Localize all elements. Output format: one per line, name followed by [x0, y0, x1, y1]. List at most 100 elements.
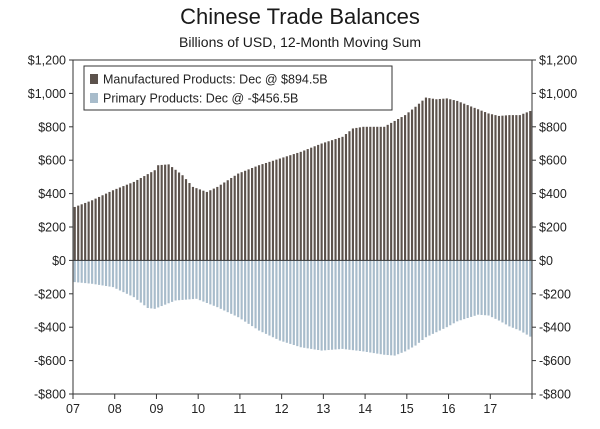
- x-tick-label: 11: [233, 402, 246, 416]
- bar-manufactured: [414, 106, 417, 261]
- bar-manufactured: [463, 103, 466, 261]
- bar-primary: [369, 260, 372, 353]
- bar-manufactured: [115, 188, 118, 261]
- bar-primary: [477, 260, 480, 315]
- bar-manufactured: [362, 126, 365, 261]
- bar-manufactured: [428, 98, 431, 261]
- x-tick-label: 12: [275, 402, 289, 416]
- bar-primary: [407, 260, 410, 350]
- bar-manufactured: [410, 109, 414, 261]
- bar-manufactured: [459, 102, 462, 261]
- bar-primary: [400, 260, 403, 353]
- bar-manufactured: [174, 169, 177, 261]
- bar-primary: [456, 260, 459, 322]
- bar-primary: [91, 260, 94, 284]
- bar-manufactured: [181, 175, 184, 261]
- bar-manufactured: [487, 113, 490, 261]
- bar-primary: [438, 260, 441, 331]
- bar-primary: [98, 260, 101, 285]
- bar-primary: [490, 260, 494, 318]
- bar-primary: [393, 260, 396, 356]
- y-tick-label-right: $0: [539, 254, 553, 268]
- bar-manufactured: [132, 181, 135, 261]
- bar-primary: [501, 260, 504, 323]
- bar-manufactured: [230, 178, 233, 261]
- bar-manufactured: [104, 193, 108, 261]
- bar-manufactured: [198, 189, 201, 261]
- bar-manufactured: [421, 100, 424, 261]
- bar-primary: [424, 260, 428, 338]
- bar-primary: [157, 260, 160, 308]
- bar-primary: [177, 260, 181, 301]
- bar-primary: [251, 260, 254, 327]
- bar-primary: [94, 260, 97, 285]
- bar-primary: [268, 260, 271, 336]
- bar-manufactured: [494, 115, 497, 261]
- y-tick-label-right: $1,000: [539, 87, 577, 101]
- y-tick-label-right: $400: [539, 187, 567, 201]
- bar-primary: [341, 260, 344, 349]
- bar-primary: [449, 260, 452, 326]
- bar-primary: [470, 260, 473, 317]
- bar-manufactured: [271, 160, 275, 261]
- bar-primary: [171, 260, 174, 302]
- bar-primary: [421, 260, 424, 340]
- bar-primary: [261, 260, 264, 333]
- bar-primary: [337, 260, 341, 350]
- bar-primary: [466, 260, 469, 319]
- bar-primary: [202, 260, 205, 302]
- bar-primary: [355, 260, 358, 351]
- legend-primary-label: Primary Products: Dec @ -$456.5B: [103, 92, 298, 106]
- y-tick-label-right: $1,200: [539, 54, 577, 68]
- bar-primary: [205, 260, 208, 303]
- chart-title: Chinese Trade Balances: [180, 4, 420, 29]
- bar-manufactured: [393, 120, 396, 261]
- bar-manufactured: [101, 195, 104, 261]
- bar-primary: [299, 260, 302, 348]
- y-tick-label-right: -$800: [539, 388, 571, 402]
- bar-primary: [310, 260, 313, 349]
- bar-primary: [508, 260, 511, 327]
- x-tick-label: 09: [150, 402, 164, 416]
- y-tick-label-left: -$800: [34, 388, 66, 402]
- bar-manufactured: [369, 126, 372, 261]
- bar-manufactured: [348, 131, 351, 261]
- bar-primary: [358, 260, 361, 351]
- bar-manufactured: [404, 115, 407, 261]
- bar-primary: [497, 260, 501, 321]
- bar-primary: [365, 260, 368, 352]
- bar-manufactured: [529, 111, 532, 261]
- bar-manufactured: [317, 144, 320, 261]
- bar-primary: [390, 260, 393, 356]
- bar-manufactured: [310, 147, 313, 261]
- bar-manufactured: [470, 106, 473, 261]
- y-tick-label-left: $1,200: [28, 54, 66, 68]
- bar-manufactured: [212, 188, 215, 261]
- bar-manufactured: [73, 206, 76, 261]
- bar-manufactured: [171, 167, 174, 261]
- bar-manufactured: [285, 156, 288, 261]
- x-tick-label: 07: [66, 402, 80, 416]
- bar-manufactured: [515, 115, 518, 261]
- bar-manufactured: [386, 124, 389, 261]
- bar-primary: [111, 260, 115, 288]
- bar-manufactured: [143, 176, 146, 261]
- bar-manufactured: [98, 196, 101, 261]
- bar-manufactured: [240, 172, 243, 261]
- bar-manufactured: [157, 165, 160, 261]
- bar-primary: [244, 260, 247, 322]
- bar-primary: [278, 260, 281, 341]
- y-tick-label-left: $0: [52, 254, 66, 268]
- bar-primary: [379, 260, 382, 355]
- bar-manufactured: [477, 109, 480, 261]
- bar-primary: [174, 260, 177, 301]
- bar-manufactured: [344, 134, 348, 261]
- bar-manufactured: [522, 113, 525, 261]
- bar-manufactured: [247, 169, 250, 261]
- bar-manufactured: [177, 172, 181, 261]
- x-tick-label: 08: [108, 402, 122, 416]
- bar-primary: [73, 260, 76, 283]
- bar-manufactured: [358, 127, 361, 261]
- bar-manufactured: [390, 122, 393, 261]
- bar-primary: [275, 260, 278, 339]
